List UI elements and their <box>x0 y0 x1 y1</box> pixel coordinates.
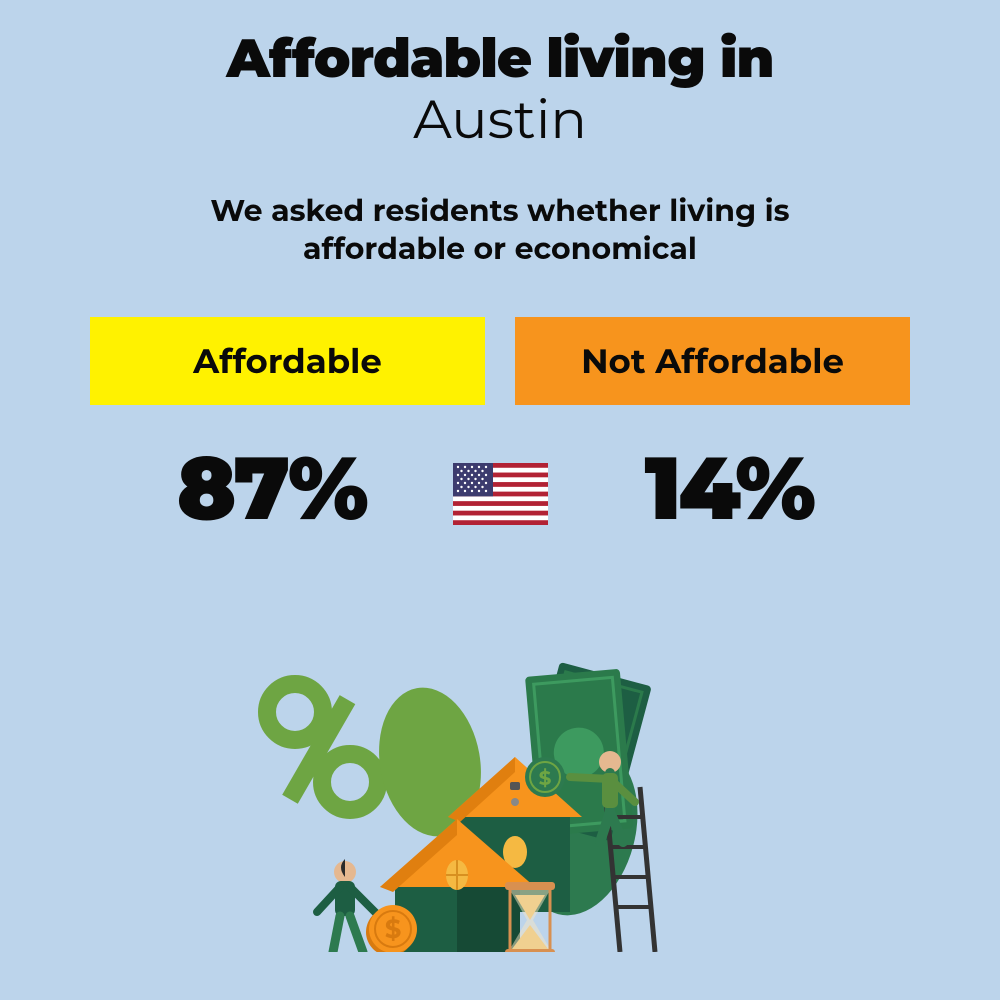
not-affordable-stat-col: 14% <box>548 435 911 542</box>
svg-text:$: $ <box>539 767 552 791</box>
page-title: Affordable living in <box>227 25 774 91</box>
us-flag-icon <box>453 463 548 525</box>
city-name: Austin <box>413 86 587 152</box>
stats-row: 87% <box>90 435 910 542</box>
affordable-label: Affordable <box>90 317 485 405</box>
affordable-stat-col: 87% <box>90 435 453 542</box>
house-savings-illustration: $ <box>250 632 750 952</box>
not-affordable-label: Not Affordable <box>515 317 910 405</box>
labels-row: Affordable Not Affordable <box>90 317 910 405</box>
not-affordable-percentage: 14% <box>645 435 814 542</box>
subtitle: We asked residents whether living is aff… <box>140 192 860 267</box>
affordable-percentage: 87% <box>177 435 366 542</box>
svg-text:$: $ <box>385 913 402 945</box>
